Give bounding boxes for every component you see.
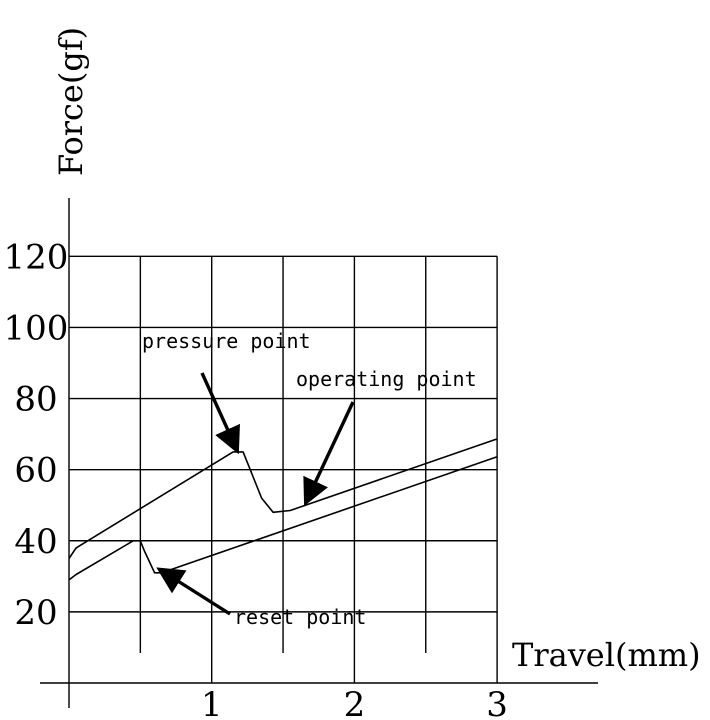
y-tick-label: 20 <box>14 593 57 633</box>
operating-point-arrow <box>303 401 355 507</box>
curves <box>68 438 498 581</box>
grid <box>69 255 498 653</box>
pressure-point-arrow <box>200 372 240 455</box>
reset-point-arrow <box>156 567 231 616</box>
x-axis-label: Travel(mm) <box>512 636 701 674</box>
press-curve <box>68 438 498 559</box>
y-axis-label: Force(gf) <box>52 27 90 176</box>
x-tick-label: 2 <box>344 685 366 720</box>
y-tick-label: 60 <box>14 451 57 491</box>
y-tick-label: 80 <box>14 380 57 420</box>
tick-labels: 20 40 60 80 100 120 1 2 3 <box>4 237 508 720</box>
annotation-arrows <box>156 372 355 616</box>
y-tick-label: 120 <box>4 237 69 277</box>
x-tick-label: 1 <box>201 685 223 720</box>
x-tick-label: 3 <box>486 685 508 720</box>
annotation-reset-point: reset point <box>234 605 366 629</box>
annotation-operating-point: operating point <box>296 367 477 391</box>
axes <box>40 198 598 708</box>
release-curve <box>68 456 498 581</box>
y-tick-label: 40 <box>14 522 57 562</box>
y-tick-label: 100 <box>4 308 69 348</box>
annotation-pressure-point: pressure point <box>142 329 311 353</box>
